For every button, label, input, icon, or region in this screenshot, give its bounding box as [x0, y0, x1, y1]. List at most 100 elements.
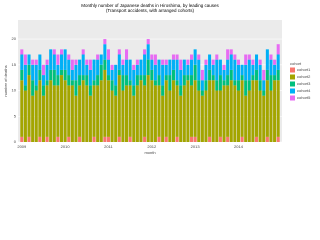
- bar-segment: [179, 85, 183, 96]
- bar-segment: [190, 75, 194, 86]
- bar-segment: [106, 136, 110, 142]
- bar-segment: [88, 69, 92, 86]
- bar-segment: [157, 75, 161, 86]
- bar-segment: [208, 54, 212, 70]
- bar-segment: [229, 49, 233, 55]
- legend-label: cohort4: [297, 88, 311, 93]
- bar-segment: [103, 69, 107, 137]
- bar-segment: [103, 59, 107, 70]
- bar-segment: [204, 80, 208, 91]
- bar-segment: [269, 59, 273, 76]
- bar-segment: [179, 95, 183, 142]
- bar-segment: [128, 59, 132, 81]
- bar-segment: [236, 80, 240, 91]
- y-tick-label: 0: [14, 139, 17, 144]
- bar-segment: [96, 75, 100, 86]
- bar-segment: [236, 90, 240, 142]
- bar-segment: [78, 85, 82, 137]
- bar-segment: [247, 59, 251, 81]
- bar-segment: [193, 136, 197, 142]
- bar-segment: [143, 75, 147, 86]
- bar-segment: [106, 49, 110, 60]
- bar-segment: [182, 85, 186, 142]
- bar-segment: [161, 95, 165, 142]
- bar-segment: [255, 54, 259, 70]
- bar-segment: [204, 59, 208, 65]
- bar-segment: [276, 80, 280, 137]
- bar-segment: [121, 75, 125, 91]
- bar-segment: [247, 90, 251, 142]
- bar-segment: [146, 75, 150, 142]
- bar-segment: [233, 85, 237, 142]
- bar-segment: [92, 85, 96, 137]
- bar-segment: [229, 54, 233, 70]
- x-tick-label: 2014: [234, 144, 244, 149]
- bar-segment: [262, 90, 266, 96]
- bar-segment: [197, 54, 201, 60]
- bar-segment: [67, 136, 71, 142]
- legend-label: cohort5: [297, 95, 311, 100]
- bar-segment: [85, 75, 89, 86]
- bar-segment: [63, 69, 67, 81]
- bar-segment: [31, 59, 35, 65]
- bar-segment: [258, 90, 262, 142]
- x-tick-label: 2009: [17, 144, 27, 149]
- bar-segment: [190, 136, 194, 142]
- bar-segment: [222, 64, 226, 70]
- bar-segment: [262, 80, 266, 91]
- bar-segment: [208, 80, 212, 137]
- bar-segment: [175, 136, 179, 142]
- bar-segment: [70, 85, 74, 142]
- bar-segment: [85, 64, 89, 76]
- bar-segment: [215, 54, 219, 60]
- bar-segment: [143, 136, 147, 142]
- bar-segment: [240, 80, 244, 137]
- bar-segment: [153, 80, 157, 86]
- bar-segment: [125, 59, 129, 76]
- bar-segment: [164, 64, 168, 76]
- bar-segment: [258, 64, 262, 81]
- bar-segment: [186, 64, 190, 76]
- y-tick-label: 20: [12, 36, 17, 41]
- x-tick-label: 2012: [147, 144, 157, 149]
- bar-segment: [157, 59, 161, 76]
- bar-segment: [31, 80, 35, 96]
- bar-segment: [150, 80, 154, 142]
- bar-segment: [121, 64, 125, 76]
- bar-segment: [60, 75, 64, 142]
- bar-segment: [168, 75, 172, 91]
- bar-segment: [273, 75, 277, 81]
- bar-segment: [269, 75, 273, 91]
- bar-segment: [193, 64, 197, 81]
- bar-segment: [236, 64, 240, 81]
- bar-segment: [110, 90, 114, 142]
- bar-segment: [103, 136, 107, 142]
- bar-segment: [106, 80, 110, 137]
- bar-segment: [45, 136, 49, 142]
- bar-segment: [110, 80, 114, 91]
- bar-segment: [276, 69, 280, 81]
- bar-segment: [117, 75, 121, 137]
- bar-segment: [251, 80, 255, 142]
- bar-segment: [128, 85, 132, 137]
- bar-segment: [258, 59, 262, 65]
- bar-segment: [164, 136, 168, 142]
- bar-segment: [157, 85, 161, 137]
- bar-segment: [255, 136, 259, 142]
- bar-segment: [244, 95, 248, 142]
- bar-segment: [200, 80, 204, 91]
- bar-segment: [67, 85, 71, 137]
- bar-segment: [168, 90, 172, 142]
- bar-segment: [20, 54, 24, 70]
- bar-segment: [88, 59, 92, 70]
- bar-segment: [262, 95, 266, 142]
- bar-segment: [74, 80, 78, 96]
- bar-segment: [226, 59, 230, 76]
- bar-segment: [125, 85, 129, 142]
- bar-segment: [233, 54, 237, 60]
- bar-segment: [41, 64, 45, 76]
- bar-segment: [70, 59, 74, 70]
- bar-segment: [60, 49, 64, 55]
- bar-segment: [164, 59, 168, 65]
- bar-segment: [200, 69, 204, 81]
